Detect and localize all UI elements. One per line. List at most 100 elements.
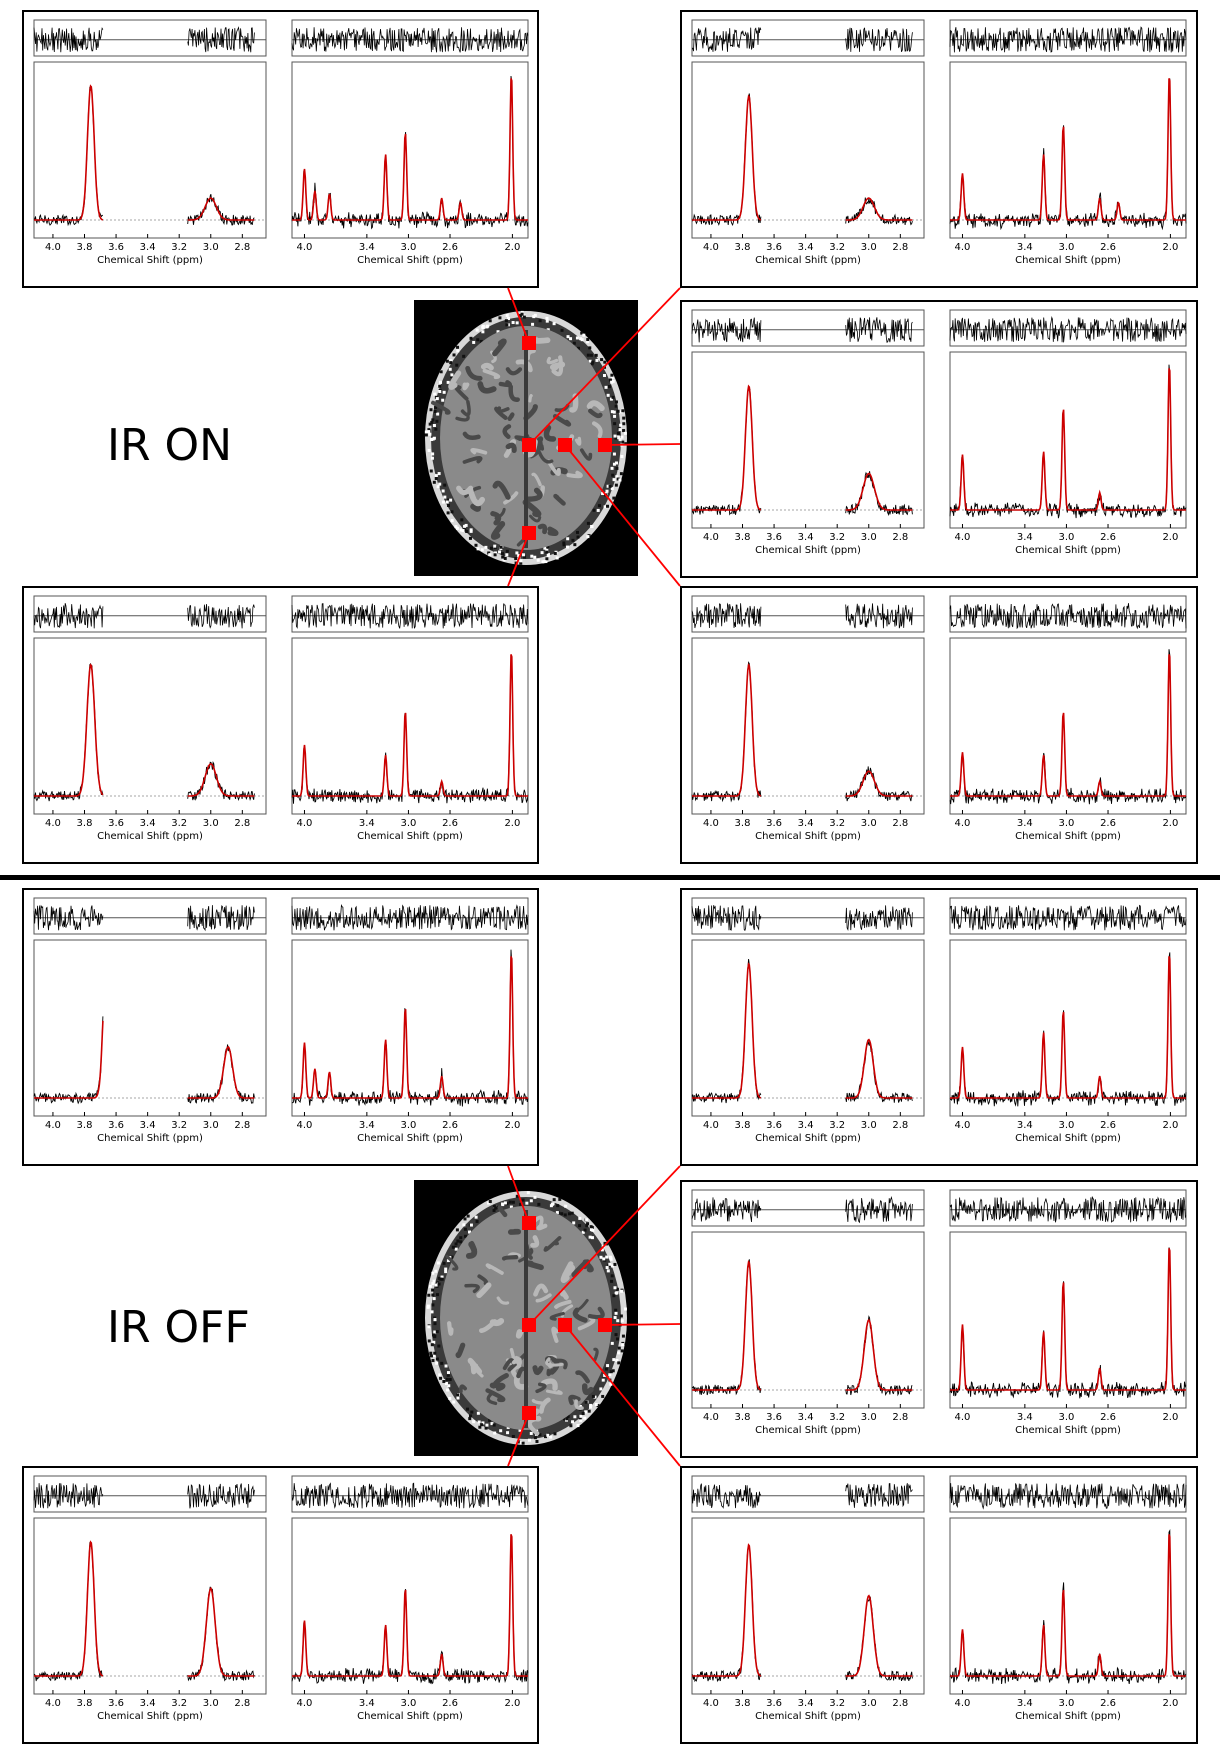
spectrum-panel-on-top-left: 4.0 3.8 3.6 3.4 3.2 3.0 2.8 Chemical Shift (ppm… [22,10,539,288]
x-tick-label: 3.6 [766,242,782,253]
left-spectrum-plot: 4.0 3.8 3.6 3.4 3.2 3.0 2.8 Chemical Shift (ppm… [691,595,925,848]
x-tick-label: 3.6 [766,1412,782,1423]
residual-trace [949,1483,1187,1510]
x-tick-label: 3.4 [1017,1412,1033,1423]
x-tick-label: 2.6 [1100,1120,1116,1131]
x-tick-label: 3.2 [829,532,845,543]
x-tick-label: 3.4 [140,1120,156,1131]
x-axis-label: Chemical Shift (ppm) [1015,1133,1121,1144]
x-tick-label: 3.8 [735,532,751,543]
x-tick-label: 2.6 [1100,818,1116,829]
x-tick-label: 2.0 [504,818,520,829]
x-tick-label: 4.0 [45,1698,61,1709]
x-tick-label: 3.4 [1017,532,1033,543]
right-spectrum-plot: 4.0 3.4 3.0 2.6 2.0 Chemical Shift (ppm) [291,1475,529,1728]
fit-spectrum-trace [34,665,266,796]
x-tick-label: 2.8 [892,1698,908,1709]
left-spectrum-plot: 4.0 3.8 3.6 3.4 3.2 3.0 2.8 Chemical Shift (ppm… [691,1475,925,1728]
x-tick-label: 3.2 [829,1698,845,1709]
x-tick-label: 2.6 [1100,532,1116,543]
residual-frame [691,309,925,347]
right-spectrum-plot: 4.0 3.4 3.0 2.6 2.0 Chemical Shift (ppm) [291,595,529,848]
x-tick-label: 4.0 [703,1412,719,1423]
measured-spectrum-trace [34,664,266,801]
fit-spectrum-trace [34,1542,266,1676]
x-tick-label: 3.0 [400,1120,416,1131]
fit-spectrum-trace [950,1248,1186,1391]
x-axis-label: Chemical Shift (ppm) [755,545,861,556]
fit-spectrum-trace [292,654,528,797]
spectrum-frame [33,1517,267,1695]
residual-frame [691,897,925,935]
spectrum-panel-off-bottom-right: 4.0 3.8 3.6 3.4 3.2 3.0 2.8 Chemical Shift (ppm… [680,1466,1198,1744]
x-tick-label: 2.8 [892,242,908,253]
x-tick-label: 4.0 [955,1120,971,1131]
x-tick-label: 3.0 [861,532,877,543]
spectrum-panel-off-mid-right: 4.0 3.8 3.6 3.4 3.2 3.0 2.8 Chemical Shift (ppm… [680,1180,1198,1458]
residual-frame [33,595,267,633]
x-axis-label: Chemical Shift (ppm) [755,1425,861,1436]
residual-frame [691,1475,925,1513]
x-tick-label: 3.6 [108,1120,124,1131]
x-tick-label: 3.0 [1058,1698,1074,1709]
left-spectrum-plot: 4.0 3.8 3.6 3.4 3.2 3.0 2.8 Chemical Shift (ppm… [691,1189,925,1442]
x-tick-label: 2.6 [442,242,458,253]
x-tick-label: 3.0 [203,242,219,253]
spectrum-frame [291,637,529,815]
fit-spectrum-trace [692,665,924,796]
x-tick-label: 3.8 [77,1698,93,1709]
x-axis-label: Chemical Shift (ppm) [97,255,203,266]
residual-frame [33,1475,267,1513]
spectrum-frame [949,61,1187,239]
x-tick-label: 3.4 [140,818,156,829]
x-tick-label: 3.0 [1058,818,1074,829]
spectrum-frame [291,61,529,239]
x-tick-label: 3.0 [400,242,416,253]
left-spectrum-plot: 4.0 3.8 3.6 3.4 3.2 3.0 2.8 Chemical Shift (ppm… [34,897,266,1150]
x-tick-label: 2.0 [1162,1412,1178,1423]
fit-spectrum-trace [292,1534,528,1677]
x-tick-label: 3.6 [766,532,782,543]
residual-trace [291,603,529,629]
residual-trace [949,26,1187,53]
residual-frame [691,595,925,633]
measured-spectrum-trace [692,387,924,515]
x-tick-label: 2.8 [892,818,908,829]
residual-frame [691,1189,925,1227]
x-tick-label: 3.4 [798,242,814,253]
x-tick-label: 3.0 [861,242,877,253]
spectrum-panel-off-top-right: 4.0 3.8 3.6 3.4 3.2 3.0 2.8 Chemical Shift (ppm… [680,888,1198,1166]
x-tick-label: 3.6 [108,818,124,829]
x-axis-label: Chemical Shift (ppm) [357,831,463,842]
measured-spectrum-trace [34,86,266,225]
x-tick-label: 4.0 [703,532,719,543]
fit-spectrum-trace [692,1545,924,1676]
x-tick-label: 4.0 [703,1120,719,1131]
right-spectrum-plot: 4.0 3.4 3.0 2.6 2.0 Chemical Shift (ppm) [949,1475,1187,1728]
x-tick-label: 3.8 [77,242,93,253]
x-tick-label: 3.8 [735,242,751,253]
measured-spectrum-trace [291,1534,529,1685]
spectrum-frame [291,939,529,1117]
x-tick-label: 3.0 [203,1120,219,1131]
x-tick-label: 3.4 [1017,242,1033,253]
fit-spectrum-trace [692,386,924,510]
right-spectrum-plot: 4.0 3.4 3.0 2.6 2.0 Chemical Shift (ppm) [291,897,529,1150]
measured-spectrum-trace [34,1543,266,1681]
x-tick-label: 2.6 [442,818,458,829]
x-tick-label: 3.0 [1058,242,1074,253]
x-tick-label: 2.6 [1100,1412,1116,1423]
left-spectrum-plot: 4.0 3.8 3.6 3.4 3.2 3.0 2.8 Chemical Shift (ppm… [691,309,925,562]
spectrum-frame [949,351,1187,529]
x-axis-label: Chemical Shift (ppm) [1015,1711,1121,1722]
x-axis-label: Chemical Shift (ppm) [755,831,861,842]
residual-frame [291,19,529,57]
spectrum-panel-on-bottom-left: 4.0 3.8 3.6 3.4 3.2 3.0 2.8 Chemical Shift (ppm… [22,586,539,864]
residual-trace [291,1482,529,1509]
x-axis-label: Chemical Shift (ppm) [357,255,463,266]
x-tick-label: 4.0 [45,818,61,829]
x-tick-label: 3.4 [359,818,375,829]
left-spectrum-plot: 4.0 3.8 3.6 3.4 3.2 3.0 2.8 Chemical Shift (ppm… [34,19,266,272]
residual-frame [949,1189,1187,1227]
